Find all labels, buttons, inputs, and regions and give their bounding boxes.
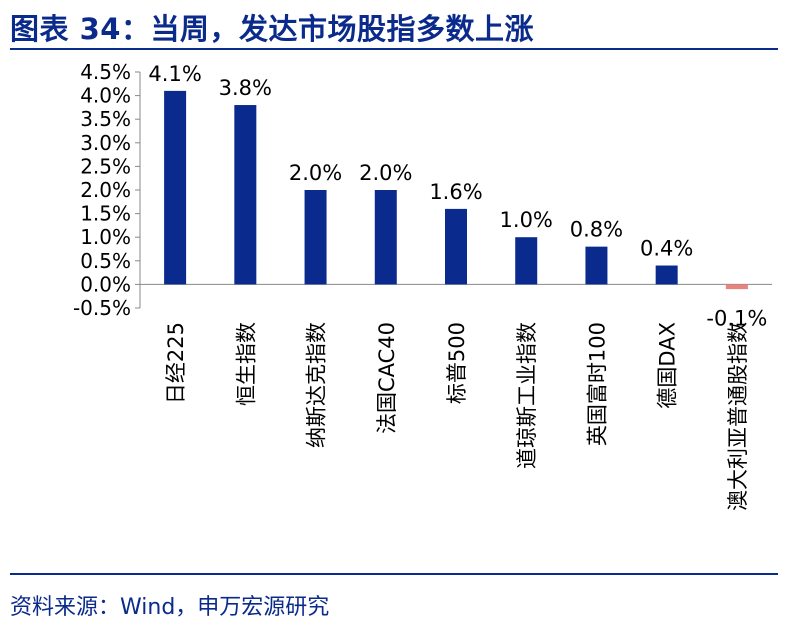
bar [304,190,327,285]
y-tick-label: 2.0% [80,178,131,202]
category-label: 纳斯达克指数 [305,322,329,448]
y-tick-label: 2.5% [80,154,131,178]
data-label: 0.8% [570,218,623,242]
source-rule [10,573,778,575]
data-label: 1.6% [429,180,482,204]
data-label: 3.8% [219,76,272,100]
data-label: 1.0% [500,208,553,232]
bar [234,105,257,285]
data-label: 2.0% [359,161,412,185]
category-label: 英国富时100 [585,322,609,446]
data-label: 4.1% [148,62,201,86]
y-tick-label: 3.0% [80,131,131,155]
y-tick-label: -0.5% [73,296,131,320]
data-label: 0.4% [640,237,693,261]
source-note: 资料来源：Wind，申万宏源研究 [10,595,330,620]
category-label: 日经225 [164,322,188,404]
bar [445,208,467,285]
y-tick-label: 1.0% [80,225,131,249]
data-label: -0.1% [706,306,767,330]
y-tick-label: 3.5% [80,107,131,131]
bar [585,246,608,285]
category-label: 澳大利亚普通股指数 [726,322,750,511]
category-labels: 日经225 恒生指数 纳斯达克指数 法国CAC40 标普500 道琼斯工业指数 英国富时10… [164,322,750,511]
bars [164,90,748,290]
y-tick-label: 4.5% [80,60,131,84]
data-label: 2.0% [289,161,342,185]
bar [655,265,678,285]
y-tick-label: 4.0% [80,84,131,108]
category-label: 法国CAC40 [375,322,399,434]
y-tick-label: 0.0% [80,272,131,296]
bar [374,190,397,285]
chart-title: 图表 34：当周，发达市场股指多数上涨 [10,12,534,46]
data-labels: 4.1% 3.8% 2.0% 2.0% 1.6% 1.0% 0.8% 0.4% -0.1% [148,62,767,331]
bar [725,284,748,290]
bar-chart: -0.5%0.0%0.5%1.0%1.5%2.0%2.5%3.0%3.5%4.0… [73,60,772,511]
category-label: 道琼斯工业指数 [515,322,539,469]
y-tick-labels: -0.5%0.0%0.5%1.0%1.5%2.0%2.5%3.0%3.5%4.0… [73,60,131,320]
bar [164,90,187,285]
category-label: 德国DAX [656,322,680,409]
bar [515,237,538,285]
category-label: 恒生指数 [234,322,258,406]
y-tick-label: 1.5% [80,202,131,226]
category-label: 标普500 [445,322,469,404]
y-tick-label: 0.5% [80,249,131,273]
title-rule [10,48,778,50]
